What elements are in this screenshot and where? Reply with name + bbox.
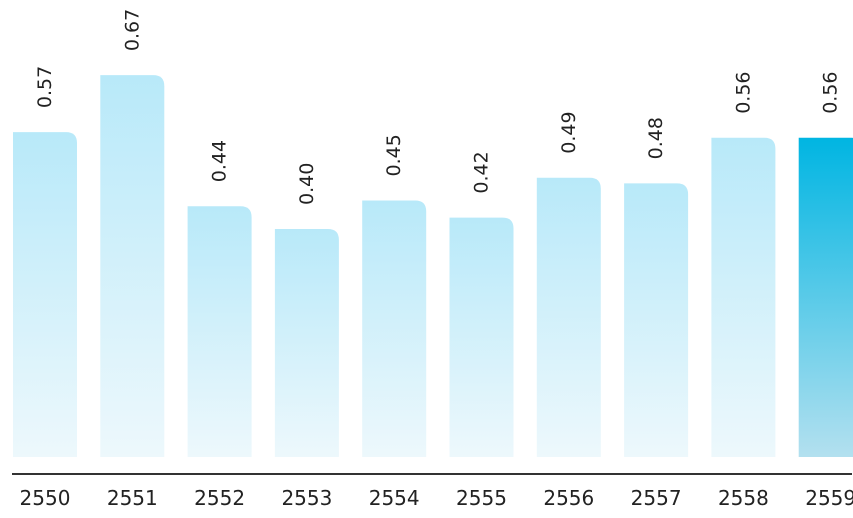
value-label-2551: 0.67 (121, 9, 143, 51)
value-label-2556: 0.49 (558, 111, 580, 153)
x-tick-label-2557: 2557 (631, 486, 682, 510)
x-tick-labels-group: 2550 2551 2552 2553 2554 2555 2556 2557 2558 2559 (20, 486, 853, 510)
x-tick-label-2551: 2551 (107, 486, 158, 510)
value-label-2550: 0.57 (34, 66, 56, 108)
value-label-2558: 0.56 (732, 71, 754, 113)
bar-2552 (187, 206, 252, 457)
bar-2553 (274, 229, 339, 457)
bar-2554 (362, 200, 427, 457)
bar-2555 (449, 217, 514, 457)
x-tick-label-2558: 2558 (718, 486, 769, 510)
x-tick-label-2552: 2552 (194, 486, 245, 510)
bar-2556 (536, 177, 601, 457)
value-labels-group: 0.57 0.67 0.44 0.40 0.45 0.42 0.49 0.48 0.56 0.56 (34, 9, 842, 205)
bar-2551 (100, 75, 165, 457)
bar-2558 (711, 137, 776, 458)
x-tick-label-2555: 2555 (456, 486, 507, 510)
x-tick-label-2550: 2550 (20, 486, 71, 510)
value-label-2552: 0.44 (209, 140, 231, 182)
x-tick-label-2553: 2553 (281, 486, 332, 510)
x-tick-label-2559: 2559 (805, 486, 853, 510)
bar-2550 (13, 132, 77, 457)
value-label-2553: 0.40 (296, 163, 318, 205)
x-tick-label-2554: 2554 (369, 486, 420, 510)
x-tick-label-2556: 2556 (543, 486, 594, 510)
value-label-2557: 0.48 (645, 117, 667, 159)
bar-2557 (624, 183, 689, 457)
bar-2559 (798, 137, 853, 457)
bars-group (13, 75, 853, 458)
value-label-2559: 0.56 (820, 71, 842, 113)
value-label-2554: 0.45 (383, 134, 405, 176)
value-label-2555: 0.42 (471, 151, 493, 193)
